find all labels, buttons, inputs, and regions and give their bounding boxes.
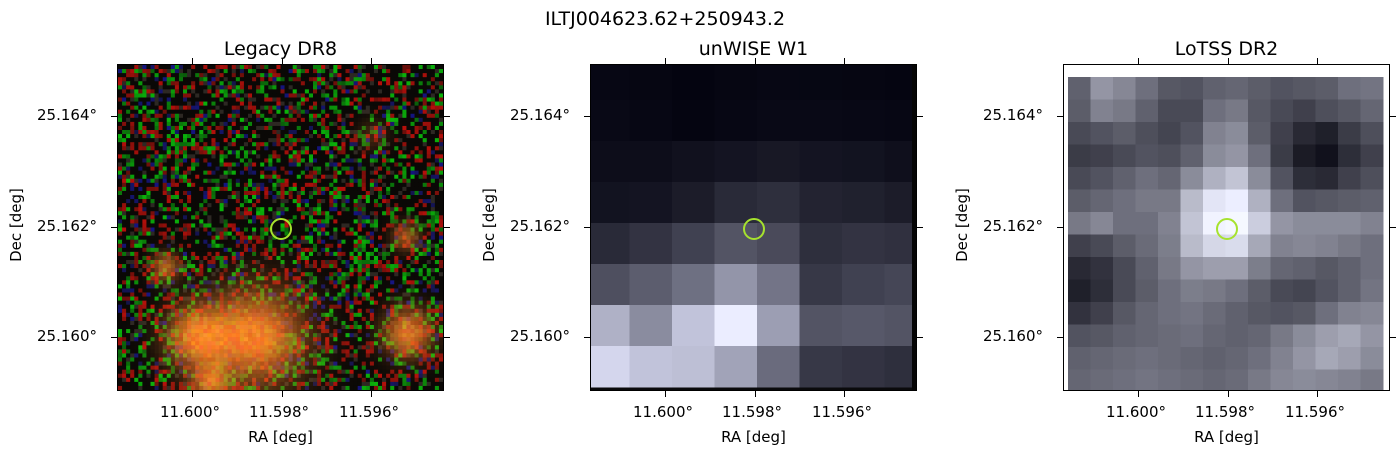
y-tick-label: 25.162° <box>37 217 97 235</box>
lotss-image <box>1063 64 1390 391</box>
x-tick-label: 11.598° <box>722 403 782 421</box>
y-tick-label: 25.160° <box>37 327 97 345</box>
y-axis-label: Dec [deg] <box>7 188 25 262</box>
x-tick-label: 11.598° <box>249 403 309 421</box>
panel-title: unWISE W1 <box>698 38 809 60</box>
y-axis-label: Dec [deg] <box>480 188 498 262</box>
source-marker-circle <box>1216 218 1238 240</box>
x-tick-label: 11.596° <box>812 403 872 421</box>
y-tick-label: 25.164° <box>983 106 1043 124</box>
y-tick-label: 25.160° <box>983 327 1043 345</box>
x-axis-label: RA [deg] <box>1194 428 1259 446</box>
x-tick-label: 11.598° <box>1195 403 1255 421</box>
y-tick-label: 25.162° <box>983 217 1043 235</box>
x-axis-label: RA [deg] <box>721 428 786 446</box>
y-tick-label: 25.164° <box>37 106 97 124</box>
unwise-image <box>590 64 917 391</box>
y-tick-label: 25.162° <box>510 217 570 235</box>
x-tick-label: 11.596° <box>339 403 399 421</box>
y-tick-label: 25.164° <box>510 106 570 124</box>
x-tick-label: 11.600° <box>1106 403 1166 421</box>
legacy-image <box>117 64 444 391</box>
source-marker-circle <box>270 218 292 240</box>
source-marker-circle <box>743 218 765 240</box>
x-tick-label: 11.600° <box>633 403 693 421</box>
x-tick-label: 11.600° <box>160 403 220 421</box>
x-tick-label: 11.596° <box>1285 403 1345 421</box>
panel-title: Legacy DR8 <box>223 38 338 60</box>
figure-title: ILTJ004623.62+250943.2 <box>544 8 786 30</box>
y-axis-label: Dec [deg] <box>953 188 971 262</box>
x-axis-label: RA [deg] <box>248 428 313 446</box>
panel-title: LoTSS DR2 <box>1174 38 1279 60</box>
y-tick-label: 25.160° <box>510 327 570 345</box>
